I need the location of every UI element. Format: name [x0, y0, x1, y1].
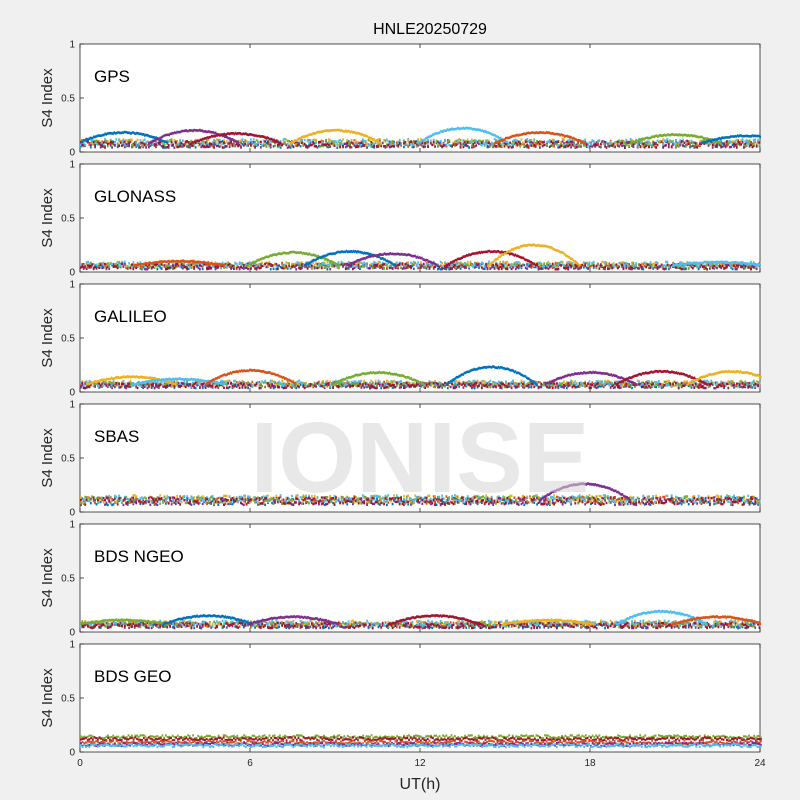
x-tick-label: 6 — [247, 758, 253, 769]
panel-title: GALILEO — [94, 307, 167, 326]
data-points — [80, 609, 761, 630]
series-arc — [162, 614, 254, 627]
plot-area — [79, 403, 761, 513]
y-tick-label: 0.5 — [61, 214, 75, 225]
series-scatter — [81, 381, 759, 390]
plot-area — [79, 283, 761, 393]
x-axis-label: UT(h) — [400, 776, 441, 793]
series-arc — [672, 615, 761, 626]
panel-bds-ngeo: 0 0.5 1 S4 Index BDS NGEO — [39, 520, 761, 639]
plot-area — [79, 643, 761, 753]
panel-gps: 0 0.5 1 S4 Index GPS — [39, 40, 761, 159]
y-tick-label: 1 — [69, 160, 75, 171]
series-line — [80, 736, 762, 742]
panel-title: SBAS — [94, 427, 139, 446]
series-arc — [133, 377, 225, 386]
y-tick-label: 0.5 — [61, 454, 75, 465]
series-arc — [539, 482, 632, 502]
y-tick-label: 1 — [69, 280, 75, 291]
series-arc — [332, 370, 425, 387]
panel-bds-geo: 0 0.5 1 0 6 12 18 24 S4 Index BDS GEO — [39, 640, 766, 770]
panel-galileo: 0 0.5 1 S4 Index GALILEO — [39, 280, 762, 399]
data-points — [80, 734, 762, 749]
panel-title: GPS — [94, 67, 130, 86]
y-tick-label: 0 — [69, 748, 75, 759]
y-tick-label: 0 — [69, 628, 75, 639]
y-axis-label: S4 Index — [39, 428, 56, 488]
y-tick-label: 0 — [69, 148, 75, 159]
data-points — [80, 126, 761, 149]
series-arc — [289, 128, 382, 146]
panel-title: BDS GEO — [94, 667, 171, 686]
y-tick-label: 0.5 — [61, 334, 75, 345]
data-points — [80, 243, 761, 271]
series-arc — [488, 243, 581, 267]
y-axis-label: S4 Index — [39, 68, 56, 128]
panel-title: GLONASS — [94, 187, 176, 206]
series-arc — [700, 134, 761, 145]
series-arc — [190, 131, 282, 145]
series-arc — [346, 252, 439, 268]
watermark: IONISE — [251, 402, 590, 514]
series-arc — [493, 131, 586, 146]
series-scatter — [80, 262, 761, 271]
x-tick-label: 18 — [584, 758, 596, 769]
series-arc — [445, 365, 538, 387]
series-arc — [80, 618, 169, 626]
x-tick-label: 0 — [77, 758, 83, 769]
data-points — [80, 365, 762, 390]
x-tick-label: 12 — [414, 758, 426, 769]
y-tick-label: 0.5 — [61, 694, 75, 705]
series-arc — [247, 615, 340, 626]
series-arc — [502, 618, 595, 627]
series-arc — [388, 614, 482, 626]
y-axis-label: S4 Index — [39, 548, 56, 608]
panel-glonass: 0 0.5 1 S4 Index GLONASS — [39, 160, 761, 279]
y-tick-label: 1 — [69, 400, 75, 411]
series-arc — [615, 609, 708, 626]
figure-title: HNLE20250729 — [373, 21, 487, 38]
y-axis-label: S4 Index — [39, 188, 56, 248]
plot-area — [79, 163, 761, 273]
series-arc — [417, 126, 510, 146]
y-tick-label: 0 — [69, 268, 75, 279]
x-tick-label: 24 — [754, 758, 766, 769]
y-tick-label: 0 — [69, 388, 75, 399]
data-points — [80, 482, 761, 507]
y-tick-label: 1 — [69, 640, 75, 651]
panel-title: BDS NGEO — [94, 547, 184, 566]
y-axis-label: S4 Index — [39, 668, 56, 728]
y-tick-label: 1 — [69, 520, 75, 531]
y-tick-label: 1 — [69, 40, 75, 51]
y-tick-label: 0.5 — [61, 94, 75, 105]
series-scatter — [81, 621, 761, 630]
series-arc — [672, 260, 761, 268]
series-scatter — [85, 260, 761, 269]
series-arc — [204, 368, 296, 386]
plot-area — [79, 43, 761, 153]
series-line — [80, 742, 762, 749]
panel-sbas: 0 0.5 1 S4 Index SBAS — [39, 400, 761, 519]
y-axis-label: S4 Index — [39, 308, 56, 368]
y-tick-label: 0.5 — [61, 574, 75, 585]
panels: 0 0.5 1 S4 Index GPS 0 0.5 1 S4 Index GLONASS 0 0.5… — [39, 40, 766, 770]
series-arc — [133, 259, 225, 267]
series-scatter — [80, 496, 757, 506]
series-arc — [686, 369, 762, 386]
y-tick-label: 0 — [69, 508, 75, 519]
